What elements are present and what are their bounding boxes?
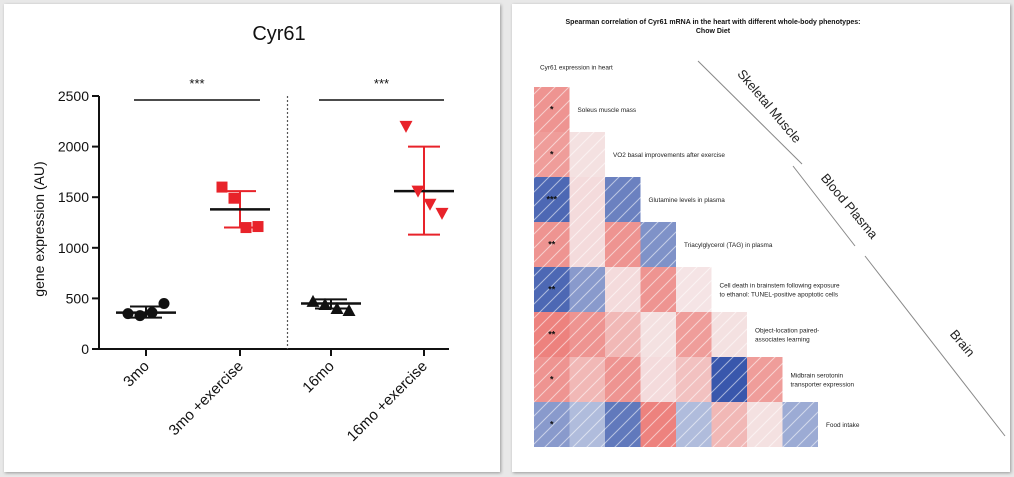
y-axis-label: gene expression (AU) <box>31 161 47 296</box>
y-tick-label: 2000 <box>58 139 89 155</box>
y-tick-label: 0 <box>81 341 89 357</box>
group-label: Blood Plasma <box>818 171 882 243</box>
variable-label: Cell death in brainstem following exposu… <box>720 283 841 290</box>
heatmap-cell-hatch <box>711 402 747 447</box>
data-point-triangle <box>342 304 356 317</box>
significance-label: *** <box>189 76 204 91</box>
x-category-label: 3mo <box>120 358 153 391</box>
heatmap-cell-hatch <box>605 222 641 267</box>
heatmap-cell-hatch <box>534 357 570 402</box>
data-point-triangle <box>318 297 332 310</box>
heatmap-cell-hatch <box>534 177 570 222</box>
heatmap-panel: Spearman correlation of Cyr61 mRNA in th… <box>512 4 1010 472</box>
y-tick-label: 500 <box>66 290 90 306</box>
significance-marker: * <box>550 105 554 115</box>
y-tick-label: 2500 <box>58 88 89 104</box>
heatmap-cell-hatch <box>569 177 605 222</box>
heatmap-cell-hatch <box>534 312 570 357</box>
group-separator-line <box>864 255 1006 437</box>
heatmap-cell-hatch <box>569 357 605 402</box>
heatmap-cell-hatch <box>676 267 712 312</box>
significance-marker: * <box>550 375 554 385</box>
heatmap-cell-hatch <box>640 402 676 447</box>
variable-label: VO2 basal improvements after exercise <box>613 152 725 159</box>
heatmap-cell-hatch <box>676 312 712 357</box>
x-category-label: 16mo <box>299 358 338 397</box>
heatmap-cell-hatch <box>569 312 605 357</box>
variable-label: Triacylglycerol (TAG) in plasma <box>684 242 773 249</box>
x-category-label: 3mo +exercise <box>166 358 247 439</box>
data-point-triangle <box>411 185 425 198</box>
significance-marker: *** <box>546 195 557 205</box>
data-point-square <box>252 221 264 233</box>
data-point-square <box>216 181 228 193</box>
significance-marker: * <box>550 150 554 160</box>
group-separator-line <box>792 165 856 247</box>
data-point-triangle <box>330 302 344 315</box>
heatmap-subtitle: Chow Diet <box>696 28 731 35</box>
heatmap-cell-hatch <box>534 87 570 132</box>
heatmap-title: Spearman correlation of Cyr61 mRNA in th… <box>566 19 861 26</box>
heatmap-cell-hatch <box>782 402 818 447</box>
heatmap-cell-hatch <box>605 312 641 357</box>
heatmap-cell-hatch <box>747 402 783 447</box>
heatmap-cell-hatch <box>534 132 570 177</box>
group-separator-line <box>697 60 803 165</box>
heatmap-cell-hatch <box>605 357 641 402</box>
data-point-triangle <box>399 120 413 133</box>
heatmap-cell-hatch <box>534 402 570 447</box>
variable-label: Glutamine levels in plasma <box>649 197 726 204</box>
variable-label: Food intake <box>826 422 860 429</box>
significance-marker: ** <box>548 285 556 295</box>
significance-marker: ** <box>548 240 556 250</box>
heatmap-cell-hatch <box>534 267 570 312</box>
heatmap-cell-hatch <box>569 132 605 177</box>
heatmap-cell-hatch <box>640 267 676 312</box>
scatter-panel: Cyr61 gene expression (AU) 0 500 1000 1500 2… <box>4 4 500 472</box>
heatmap-cell-hatch <box>569 402 605 447</box>
chart-title: Cyr61 <box>252 23 305 45</box>
heatmap-cell-hatch <box>676 357 712 402</box>
group-label: Skeletal Muscle <box>734 66 804 145</box>
heatmap-cell-hatch <box>569 267 605 312</box>
heatmap-cell-hatch <box>605 267 641 312</box>
x-category-label: 16mo +exercise <box>344 358 431 445</box>
variable-label: Midbrain serotonin <box>791 373 844 380</box>
group-label: Brain <box>947 327 978 360</box>
significance-marker: * <box>550 420 554 430</box>
heatmap-cell-hatch <box>640 312 676 357</box>
data-point-circle <box>146 307 158 319</box>
variable-label: Soleus muscle mass <box>578 107 637 114</box>
variable-label: associates learning <box>755 337 810 344</box>
variable-label: Cyr61 expression in heart <box>540 65 613 72</box>
heatmap-cell-hatch <box>747 357 783 402</box>
significance-label: *** <box>374 76 389 91</box>
heatmap-cell-hatch <box>676 402 712 447</box>
variable-label: transporter expression <box>791 382 855 389</box>
data-point-square <box>240 222 252 234</box>
cyr61-scatter-chart: Cyr61 gene expression (AU) 0 500 1000 1500 2… <box>31 23 454 445</box>
y-tick-label: 1500 <box>58 189 89 205</box>
data-point-square <box>228 192 240 204</box>
data-point-triangle <box>435 207 449 220</box>
data-point-triangle <box>423 198 437 211</box>
data-point-triangle <box>306 294 320 307</box>
heatmap-cell-hatch <box>711 312 747 357</box>
significance-marker: ** <box>548 330 556 340</box>
heatmap-cell-hatch <box>640 357 676 402</box>
data-point-circle <box>134 310 146 322</box>
heatmap-cell-hatch <box>569 222 605 267</box>
variable-label: to ethanol: TUNEL-positive apoptotic cel… <box>720 292 839 299</box>
heatmap-cell-hatch <box>605 177 641 222</box>
heatmap-cell-hatch <box>605 402 641 447</box>
data-point-circle <box>122 308 134 320</box>
heatmap-cell-hatch <box>534 222 570 267</box>
spearman-heatmap: Spearman correlation of Cyr61 mRNA in th… <box>534 19 1006 447</box>
heatmap-cell-hatch <box>640 222 676 267</box>
y-tick-label: 1000 <box>58 240 89 256</box>
data-point-circle <box>158 297 170 309</box>
variable-label: Object-location paired- <box>755 328 819 335</box>
heatmap-cell-hatch <box>711 357 747 402</box>
